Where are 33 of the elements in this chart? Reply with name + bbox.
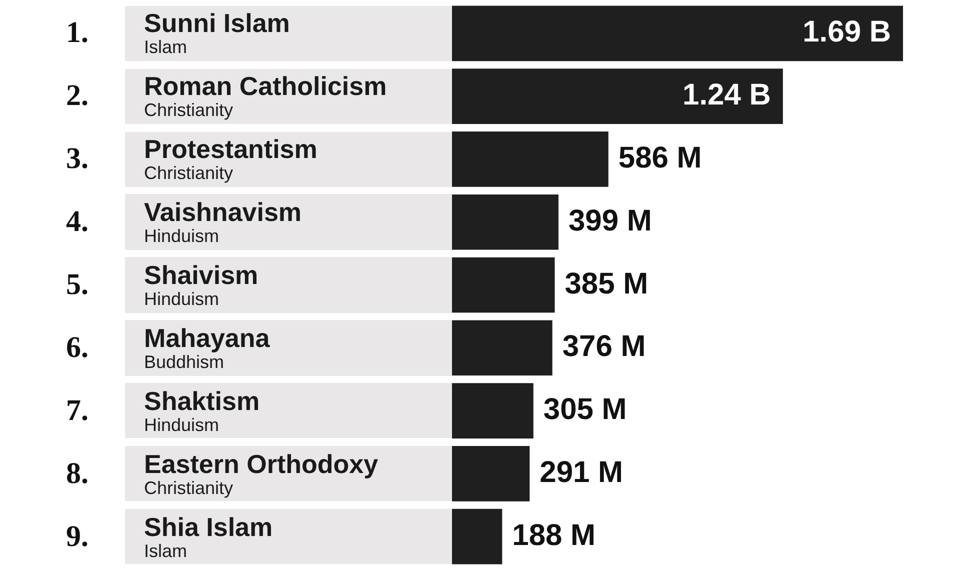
text: 9. [66,518,88,555]
y-tick-label: Shaktism Hinduism [144,386,261,435]
y-tick-label: Eastern Orthodoxy Christianity [144,448,380,498]
y-tick-label: Mahayana Buddhism [144,322,271,372]
y-tick-label: Shia Islam Islam [144,512,274,561]
data-label: 376 M [562,330,646,364]
y-tick-label: Sunni Islam Islam [144,8,291,58]
bar [452,383,534,438]
text: 4. [66,204,88,240]
text: 3. [66,141,88,178]
bar [452,508,502,564]
bar [452,320,552,376]
data-label: 188 M [512,518,596,552]
data-label: 1.24 B [682,78,771,112]
text: 2. [66,78,88,114]
data-label: 385 M [564,267,648,300]
data-label: 291 M [540,456,624,489]
y-tick-label: Roman Catholicism Christianity [144,71,388,120]
bar [452,446,530,502]
text: 1. [66,15,88,52]
text: 8. [66,456,88,492]
y-tick-label: Protestantism Christianity [144,134,318,184]
data-label: 586 M [618,141,702,174]
y-tick-label: Shaivism Hinduism [144,260,260,309]
text: 5. [66,266,88,303]
text: 6. [66,330,88,366]
data-label: 1.69 B [802,16,891,49]
bar [452,194,558,250]
data-label: 399 M [568,204,652,238]
text: 7. [66,392,88,429]
bar [452,257,555,313]
data-label: 305 M [543,393,627,426]
y-tick-label: Vaishnavism Hinduism [144,197,303,246]
